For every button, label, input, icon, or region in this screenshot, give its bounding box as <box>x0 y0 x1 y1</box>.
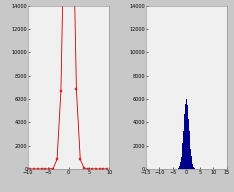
Bar <box>189 131 190 169</box>
Bar <box>185 104 186 169</box>
Bar <box>184 114 185 169</box>
Bar <box>190 149 191 169</box>
Bar <box>194 168 195 169</box>
Bar <box>187 105 188 169</box>
Bar <box>191 156 192 169</box>
Bar <box>178 168 179 169</box>
Bar <box>188 119 189 169</box>
Bar <box>181 156 182 169</box>
Bar <box>183 131 184 169</box>
Bar <box>179 165 180 169</box>
Bar <box>182 143 183 169</box>
Bar <box>186 98 187 169</box>
Bar <box>192 164 193 169</box>
Bar <box>180 162 181 169</box>
Bar <box>193 167 194 169</box>
